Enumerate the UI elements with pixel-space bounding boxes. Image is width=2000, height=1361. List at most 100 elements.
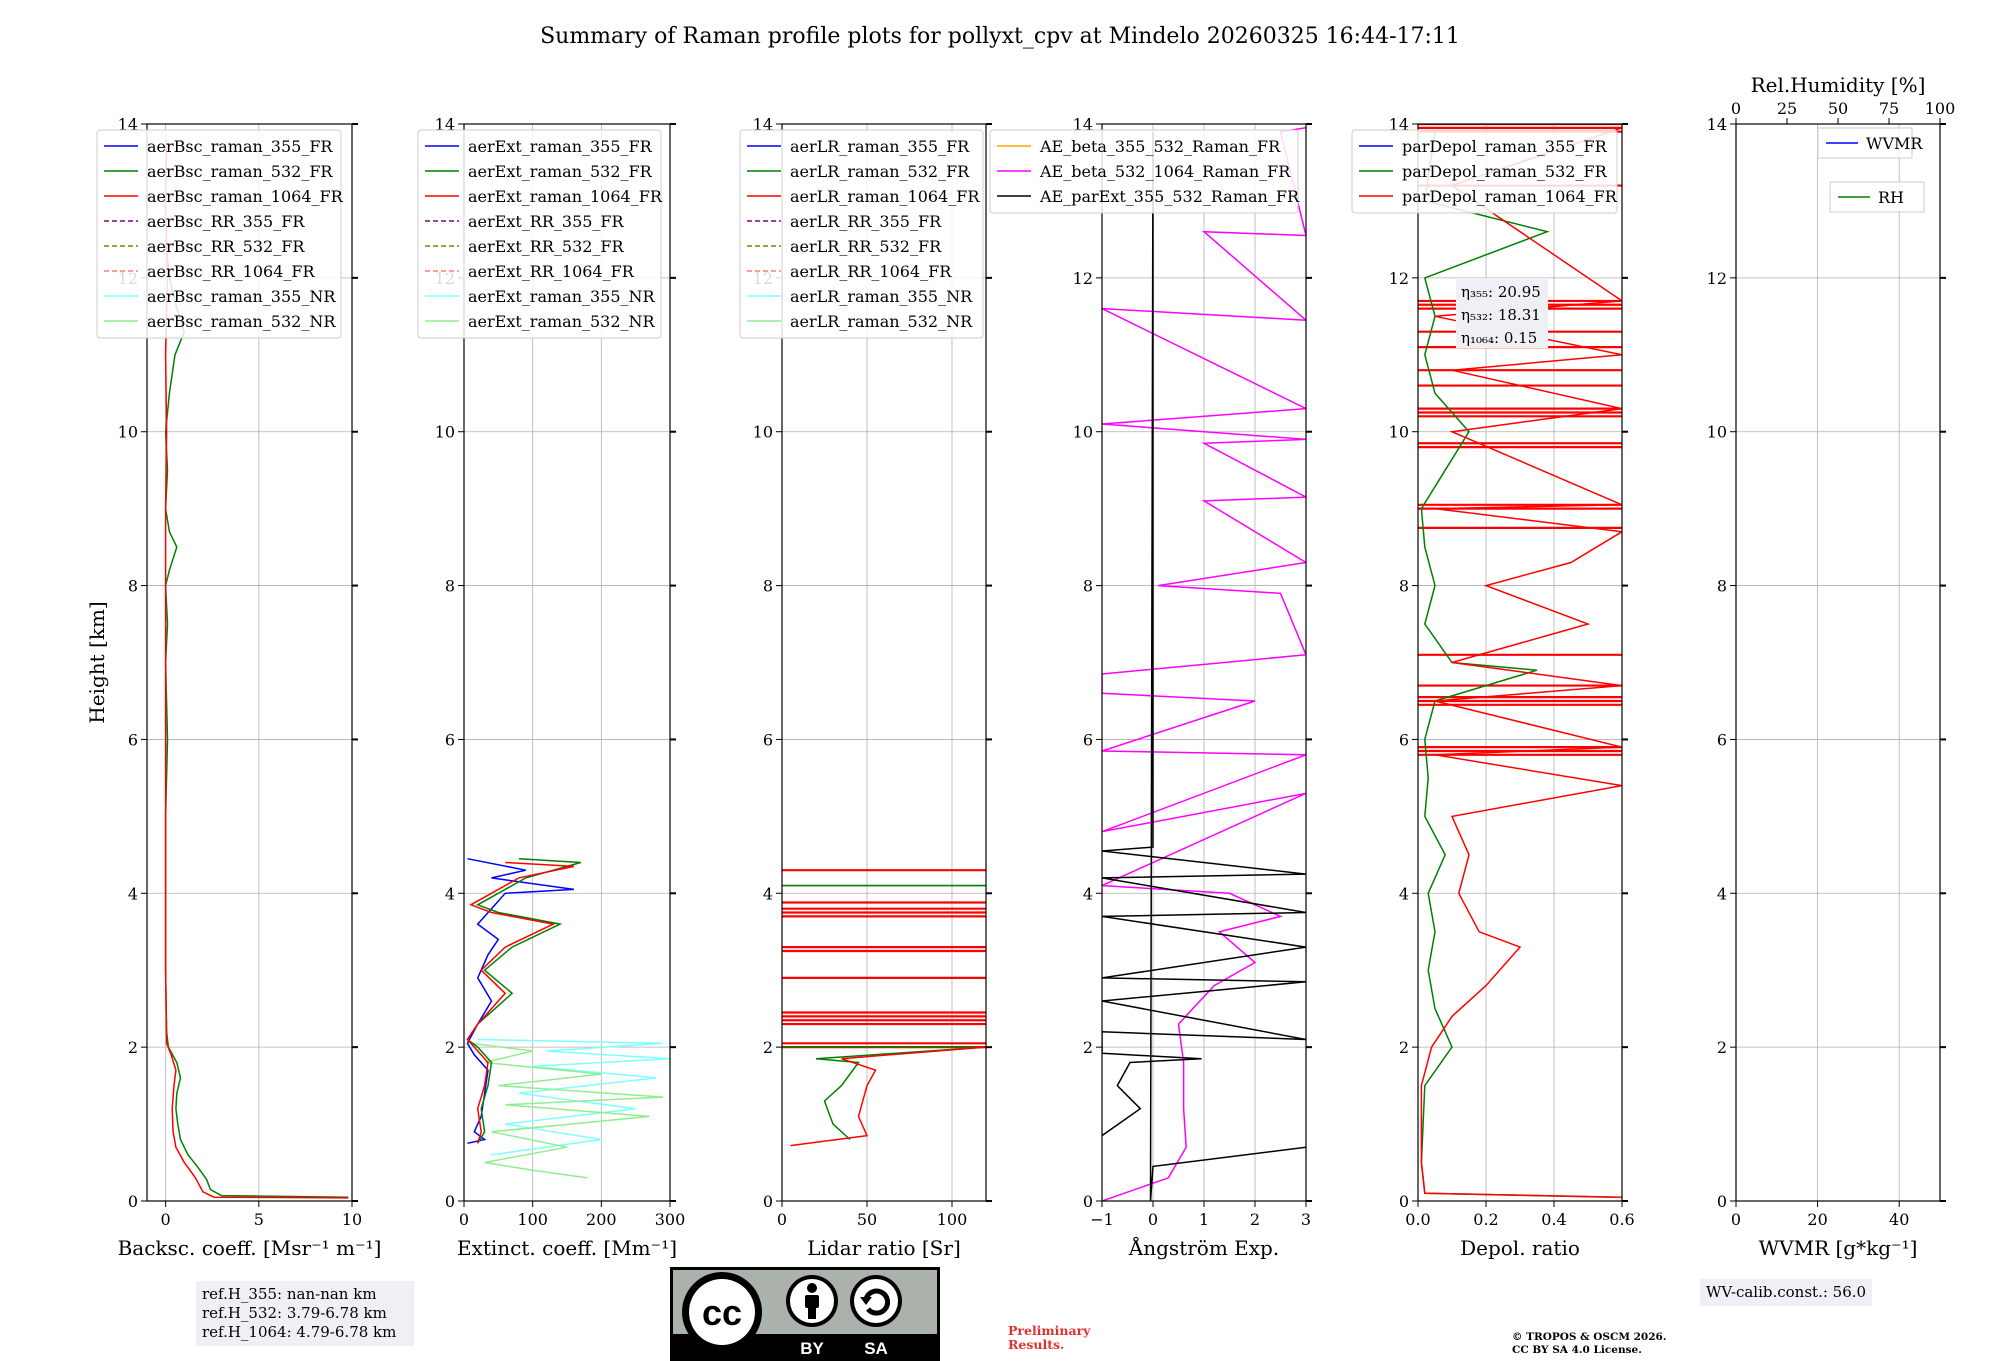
x-axis-label: Ångström Exp.: [1128, 1235, 1279, 1260]
sa-label: SA: [864, 1339, 888, 1358]
eta-annotation: η₁₀₆₄: 0.15: [1461, 329, 1537, 347]
y-tick-label: 10: [1707, 423, 1727, 442]
legend-label: aerExt_RR_1064_FR: [468, 262, 635, 281]
y-tick-label: 14: [753, 115, 773, 134]
reference-heights-box: ref.H_355: nan-nan km ref.H_532: 3.79-6.…: [196, 1281, 414, 1346]
y-tick-label: 8: [128, 577, 138, 596]
y-tick-label: 0: [1083, 1192, 1093, 1211]
data-layer: [164, 139, 349, 1199]
legend-label: AE_beta_355_532_Raman_FR: [1039, 137, 1281, 156]
legend-box: [96, 129, 342, 339]
y-tick-label: 6: [1083, 730, 1093, 749]
x-tick-label: 0.0: [1405, 1210, 1430, 1229]
preliminary-line-1: Preliminary: [1008, 1323, 1091, 1338]
y-tick-label: 6: [1717, 730, 1727, 749]
legend-label: aerExt_raman_355_NR: [468, 287, 656, 306]
legend-label: aerExt_raman_532_NR: [468, 312, 656, 331]
y-tick-label: 8: [1717, 577, 1727, 596]
legend-box: [417, 129, 662, 339]
copyright-line-1: © TROPOS & OSCM 2026.: [1512, 1331, 1667, 1343]
series-aerExt_raman_1064_FR: [466, 861, 575, 1144]
legend-label: AE_beta_532_1064_Raman_FR: [1039, 162, 1291, 181]
series-aerBsc_raman_532_FR: [164, 239, 349, 1198]
y-tick-label: 8: [763, 577, 773, 596]
legend-label: WVMR: [1866, 134, 1923, 153]
y-tick-label: 8: [445, 577, 455, 596]
y-tick-label: 0: [128, 1192, 138, 1211]
axes-frame: [1735, 123, 1941, 1202]
legend-label: aerExt_raman_1064_FR: [468, 187, 663, 206]
x-axis-label: Depol. ratio: [1460, 1236, 1580, 1260]
panel-extinction: 010020030002468101214Extinct. coeff. [Mm…: [417, 115, 686, 1260]
data-layer: [782, 869, 986, 1147]
y-tick-label: 0: [763, 1192, 773, 1211]
legend-label: aerExt_RR_532_FR: [468, 237, 625, 256]
y-tick-label: 2: [128, 1038, 138, 1057]
legend-label: aerLR_RR_355_FR: [790, 212, 942, 231]
cc-logo-text: cc: [702, 1292, 742, 1333]
x-tick-label: 0: [1731, 1210, 1741, 1229]
person-icon: [786, 1275, 838, 1327]
legend-box: [1351, 129, 1618, 214]
axes-frame: [781, 123, 987, 1202]
series-aerExt_raman_532_NR: [470, 1042, 664, 1179]
x-tick-label: 100: [517, 1210, 548, 1229]
x-tick-label: 0: [777, 1210, 787, 1229]
y-tick-label: 4: [128, 884, 138, 903]
x-tick-label: 0: [161, 1210, 171, 1229]
legend-label: RH: [1878, 188, 1904, 207]
y-tick-label: 0: [445, 1192, 455, 1211]
legend-box: [989, 129, 1299, 214]
y-tick-label: 10: [1073, 423, 1093, 442]
share-alike-icon: [850, 1275, 902, 1327]
y-tick-label: 0: [1399, 1192, 1409, 1211]
legend-label: parDepol_raman_532_FR: [1402, 162, 1608, 181]
panel-backscatter: 051002468101214Backsc. coeff. [Msr⁻¹ m⁻¹…: [85, 115, 381, 1260]
legend-label: aerBsc_raman_355_NR: [147, 287, 336, 306]
y-tick-label: 6: [763, 730, 773, 749]
by-label: BY: [800, 1339, 824, 1358]
ref-height-355: ref.H_355: nan-nan km: [202, 1285, 377, 1303]
top-axis-label: Rel.Humidity [%]: [1751, 73, 1926, 97]
y-tick-label: 14: [1389, 115, 1409, 134]
series-AE_parExt_355_532_Raman_FR: [1102, 131, 1306, 1201]
legend-label: aerBsc_raman_355_FR: [147, 137, 333, 156]
x-tick-label: 100: [937, 1210, 968, 1229]
y-tick-label: 8: [1083, 577, 1093, 596]
legend-label: aerExt_RR_355_FR: [468, 212, 625, 231]
annotation-box: [1456, 278, 1548, 348]
x-tick-label: 300: [655, 1210, 686, 1229]
series-parDepol_raman_1064_FR: [1420, 127, 1622, 1198]
x-tick-label: −1: [1090, 1210, 1114, 1229]
legend-label: AE_parExt_355_532_Raman_FR: [1039, 187, 1300, 206]
top-tick-label: 50: [1828, 99, 1848, 118]
y-tick-label: 4: [1399, 884, 1409, 903]
x-tick-label: 0: [459, 1210, 469, 1229]
y-axis-label: Height [km]: [85, 601, 109, 723]
top-tick-label: 75: [1879, 99, 1899, 118]
y-tick-label: 4: [1717, 884, 1727, 903]
data-layer: [1102, 127, 1306, 1201]
legend-label: aerExt_raman_355_FR: [468, 137, 653, 156]
legend-label: aerLR_raman_532_FR: [790, 162, 970, 181]
series-aerExt_raman_355_NR: [477, 1038, 670, 1156]
top-tick-label: 100: [1925, 99, 1956, 118]
y-tick-label: 6: [445, 730, 455, 749]
legend-label: aerExt_raman_532_FR: [468, 162, 653, 181]
preliminary-note: Preliminary Results.: [1008, 1324, 1090, 1352]
legend-label: aerBsc_RR_532_FR: [147, 237, 305, 256]
y-tick-label: 2: [445, 1038, 455, 1057]
series-aerLR_raman_1064_FR: [790, 1046, 986, 1147]
y-tick-label: 14: [435, 115, 455, 134]
wv-calibration-constant: WV-calib.const.: 56.0: [1706, 1283, 1867, 1301]
ref-height-1064: ref.H_1064: 4.79-6.78 km: [202, 1323, 397, 1341]
cc-by-sa-badge: cc BY SA: [670, 1267, 940, 1361]
y-tick-label: 12: [1707, 269, 1727, 288]
legend-label: aerLR_RR_1064_FR: [790, 262, 952, 281]
series-aerExt_raman_532_FR: [466, 857, 581, 1144]
axes-frame: [1417, 123, 1623, 1202]
series-AE_beta_532_1064_Raman_FR: [1102, 127, 1306, 1201]
y-tick-label: 4: [1083, 884, 1093, 903]
x-tick-label: 1: [1199, 1210, 1209, 1229]
